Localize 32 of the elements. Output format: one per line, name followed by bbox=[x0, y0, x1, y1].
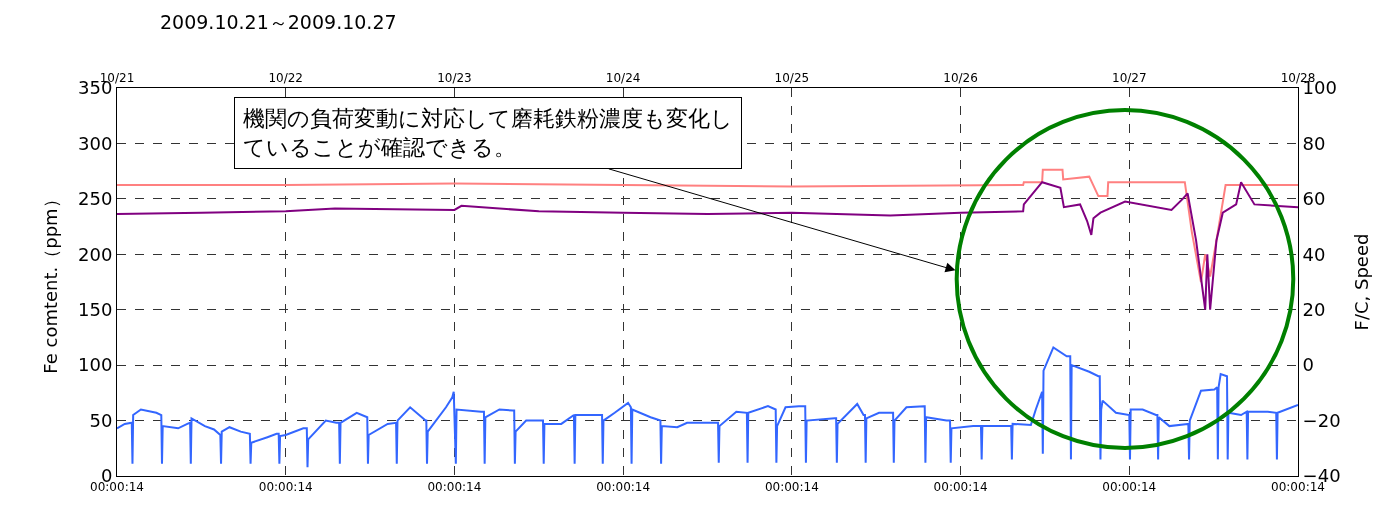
y2-axis-title: F/C, Speed bbox=[1350, 233, 1372, 331]
x2-tick-label: 10/24 bbox=[605, 71, 641, 86]
y2-tick-label: 80 bbox=[1302, 132, 1326, 154]
x-tick-label: 00:00:14 bbox=[1102, 480, 1157, 495]
x-tick-label: 00:00:14 bbox=[258, 480, 313, 495]
chart-title: 2009.10.21～2009.10.27 bbox=[160, 10, 397, 33]
annotation: 機関の負荷変動に対応して磨耗鉄粉濃度も変化していることが確認できる。 bbox=[243, 106, 733, 160]
line-series bbox=[117, 346, 1298, 469]
x-tick-label: 00:00:14 bbox=[427, 480, 482, 495]
x-tick-label: 00:00:14 bbox=[764, 480, 819, 495]
y2-tick-label: 20 bbox=[1302, 299, 1326, 321]
y-tick-label: 250 bbox=[78, 188, 113, 210]
x-tick-label: 00:00:14 bbox=[1271, 480, 1325, 495]
y2-tick-label: 60 bbox=[1302, 188, 1326, 210]
x-tick-label: 00:00:14 bbox=[596, 480, 651, 495]
x2-tick-label: 10/27 bbox=[1111, 71, 1147, 86]
y2-tick-label: 40 bbox=[1302, 243, 1326, 265]
y2-tick-label: −20 bbox=[1302, 409, 1341, 431]
x2-tick-label: 10/26 bbox=[943, 71, 978, 86]
line-series bbox=[117, 181, 1298, 311]
y2-tick-label: 0 bbox=[1302, 354, 1315, 376]
y-tick-label: 50 bbox=[89, 409, 113, 431]
x-tick-label: 00:00:14 bbox=[933, 480, 988, 495]
line-series bbox=[117, 168, 1298, 283]
y-tick-label: 200 bbox=[78, 243, 113, 265]
y-tick-label: 300 bbox=[78, 132, 113, 154]
x2-tick-label: 10/25 bbox=[774, 71, 810, 86]
y-tick-label: 100 bbox=[78, 354, 113, 376]
x2-tick-label: 10/22 bbox=[268, 71, 304, 86]
x2-tick-label: 10/23 bbox=[437, 71, 472, 86]
y-axis-title: Fe comtent.（ppm） bbox=[40, 190, 62, 374]
y-tick-label: 150 bbox=[78, 299, 113, 321]
